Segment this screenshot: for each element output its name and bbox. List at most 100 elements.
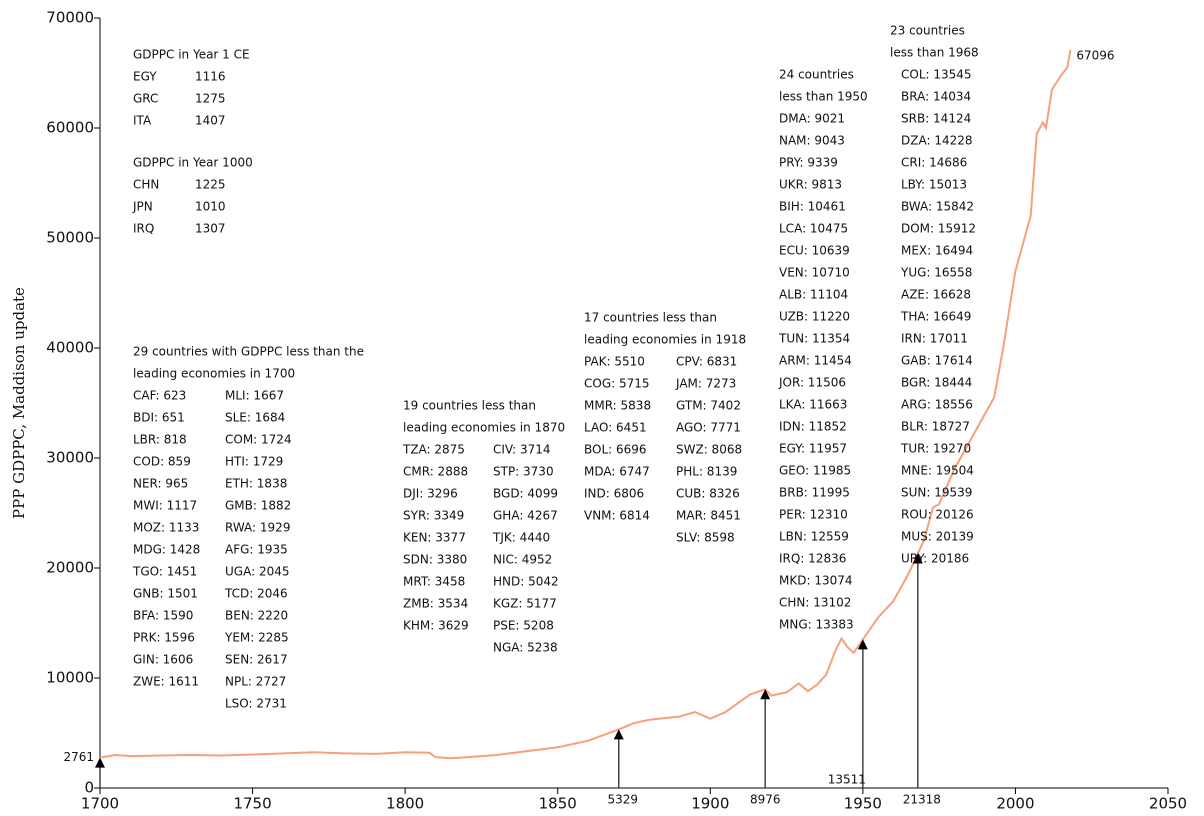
annotation-entry: MNE: 19504	[901, 464, 974, 478]
annotation-entry: ROU: 20126	[901, 508, 974, 522]
marker-label: 2761	[63, 750, 94, 764]
marker-arrow	[857, 639, 868, 650]
x-tick-label: 1800	[386, 795, 424, 813]
annotation-title: GDPPC in Year 1000	[133, 156, 253, 170]
annotation-entry: TGO: 1451	[132, 565, 197, 579]
y-tick-label: 50000	[46, 229, 94, 247]
annotation-entry: SUN: 19539	[901, 486, 972, 500]
annotation-entry: BDI: 651	[133, 411, 185, 425]
annotation-entry: CAF: 623	[133, 389, 186, 403]
annotation-entry: IRN: 17011	[901, 332, 968, 346]
annotation-entry: 1116	[195, 70, 226, 84]
annotation-entry: 1275	[195, 92, 226, 106]
annotation-entry: SLV: 8598	[676, 531, 735, 545]
annotation-title: leading economies in 1870	[403, 421, 565, 435]
annotation-entry: KGZ: 5177	[493, 597, 557, 611]
annotation-entry: VEN: 10710	[779, 266, 850, 280]
annotation-entry: KEN: 3377	[403, 531, 466, 545]
annotation-entry: HND: 5042	[493, 575, 559, 589]
annotation-entry: TCD: 2046	[224, 587, 288, 601]
annotation-entry: 1307	[195, 222, 226, 236]
annotation-entry: GTM: 7402	[676, 399, 741, 413]
annotation-entry: AGO: 7771	[676, 421, 741, 435]
annotation-title: leading economies in 1918	[584, 333, 746, 347]
annotation-entry: EGY: 11957	[779, 442, 847, 456]
annotation-entry: BOL: 6696	[584, 443, 647, 457]
annotation-title: less than 1968	[890, 46, 979, 60]
y-axis-label: PPP GDPPC, Maddison update	[10, 287, 28, 519]
annotation-entry: ALB: 11104	[779, 288, 848, 302]
annotation-entry: AFG: 1935	[225, 543, 288, 557]
annotation-entry: PSE: 5208	[493, 619, 554, 633]
marker-arrow	[613, 729, 624, 740]
annotation-entry: ZMB: 3534	[403, 597, 468, 611]
annotation-entry: GHA: 4267	[493, 509, 558, 523]
x-tick-label: 1950	[844, 795, 882, 813]
annotation-entry: BFA: 1590	[133, 609, 193, 623]
annotation-title: GDPPC in Year 1 CE	[133, 48, 250, 62]
x-tick-label: 1850	[539, 795, 577, 813]
annotation-entry: KHM: 3629	[403, 619, 469, 633]
annotation-entry: PAK: 5510	[584, 355, 645, 369]
annotation-entry: GNB: 1501	[133, 587, 198, 601]
annotation-entry: ARG: 18556	[901, 398, 973, 412]
marker-label: 5329	[607, 793, 638, 807]
annotation-entry: STP: 3730	[493, 465, 554, 479]
annotation-entry: IRQ: 12836	[779, 552, 846, 566]
annotation-entry: IRQ	[133, 222, 154, 236]
marker-label: 13511	[828, 773, 866, 787]
annotation-entry: LSO: 2731	[225, 697, 287, 711]
annotation-entry: TUR: 19270	[900, 442, 971, 456]
annotation-entry: NER: 965	[133, 477, 188, 491]
annotation-entry: 1225	[195, 178, 226, 192]
annotation-entry: EGY	[133, 70, 157, 84]
annotation-entry: CMR: 2888	[403, 465, 468, 479]
x-tick-label: 2000	[996, 795, 1034, 813]
annotation-title: 29 countries with GDPPC less than the	[133, 345, 364, 359]
marker-label: 8976	[750, 793, 781, 807]
annotation-entry: ITA	[133, 114, 152, 128]
annotation-entry: DZA: 14228	[901, 134, 973, 148]
annotation-entry: GEO: 11985	[779, 464, 851, 478]
annotation-entry: COG: 5715	[584, 377, 650, 391]
y-tick-label: 0	[84, 779, 94, 797]
x-tick-label: 1750	[233, 795, 271, 813]
annotation-entry: AZE: 16628	[901, 288, 971, 302]
annotation-entry: UZB: 11220	[779, 310, 850, 324]
annotation-entry: CUB: 8326	[676, 487, 740, 501]
annotation-entry: URY: 20186	[901, 552, 969, 566]
annotation-title: 17 countries less than	[584, 311, 717, 325]
annotation-entry: LAO: 6451	[584, 421, 647, 435]
annotation-entry: CRI: 14686	[901, 156, 967, 170]
annotation-entry: JOR: 11506	[778, 376, 846, 390]
annotation-entry: MMR: 5838	[584, 399, 651, 413]
annotation-entry: ETH: 1838	[225, 477, 287, 491]
annotation-entry: YUG: 16558	[900, 266, 972, 280]
annotation-entry: COL: 13545	[901, 68, 972, 82]
annotation-entry: SWZ: 8068	[676, 443, 742, 457]
annotation-entry: LKA: 11663	[779, 398, 847, 412]
annotation-entry: UKR: 9813	[779, 178, 842, 192]
annotation-entry: ARM: 11454	[779, 354, 852, 368]
annotation-entry: MLI: 1667	[225, 389, 284, 403]
annotation-entry: GIN: 1606	[133, 653, 193, 667]
annotation-entry: COM: 1724	[225, 433, 292, 447]
annotation-entry: MWI: 1117	[133, 499, 197, 513]
annotation-title: leading economies in 1700	[133, 367, 295, 381]
x-tick-label: 2050	[1149, 795, 1187, 813]
annotation-entry: DJI: 3296	[403, 487, 458, 501]
annotation-entry: DOM: 15912	[901, 222, 976, 236]
annotation-entry: BRB: 11995	[779, 486, 850, 500]
annotation-entry: MDA: 6747	[584, 465, 650, 479]
annotation-entry: MKD: 13074	[779, 574, 853, 588]
annotation-entry: MDG: 1428	[133, 543, 200, 557]
annotation-entry: SDN: 3380	[403, 553, 467, 567]
annotation-entry: SLE: 1684	[225, 411, 285, 425]
annotation-entry: GAB: 17614	[901, 354, 973, 368]
annotation-entry: SEN: 2617	[225, 653, 288, 667]
annotation-entry: COD: 859	[133, 455, 191, 469]
annotation-entry: SYR: 3349	[403, 509, 464, 523]
annotation-entry: CHN	[133, 178, 159, 192]
y-tick-label: 20000	[46, 559, 94, 577]
